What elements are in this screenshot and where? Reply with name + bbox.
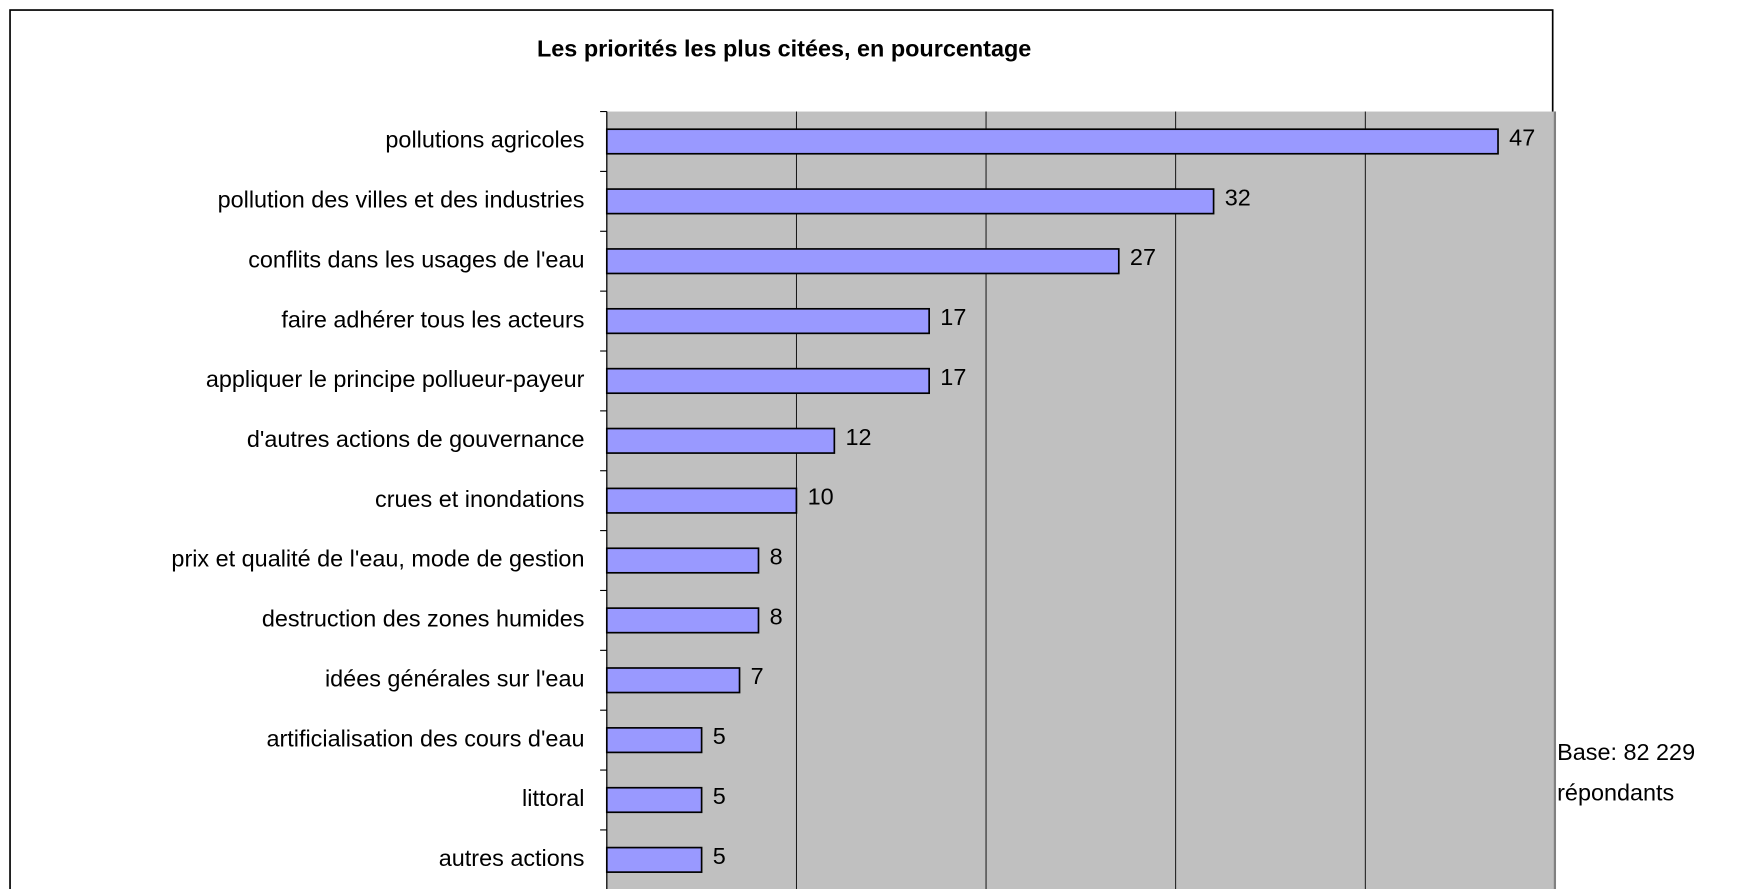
bar [605,307,930,335]
data-label: 27 [1130,244,1156,270]
bar [605,667,741,694]
category-label: faire adhérer tous les acteurs [281,306,584,332]
chart-title: Les priorités les plus citées, en pource… [537,35,1031,61]
data-label: 8 [770,603,783,629]
data-label: 5 [713,843,726,869]
bar [605,607,760,634]
category-label: littoral [522,785,584,811]
bar [605,248,1120,275]
data-label: 32 [1225,184,1251,210]
category-label: d'autres actions de gouvernance [247,426,585,452]
category-label: idées générales sur l'eau [325,665,585,691]
bar [605,846,703,873]
category-label: pollutions agricoles [385,127,584,153]
bar [605,786,703,814]
bar [605,188,1215,215]
data-label: 17 [940,304,966,330]
data-label: 5 [713,783,726,809]
category-label: pollution des villes et des industries [218,187,585,213]
data-label: 47 [1509,124,1535,150]
bar [605,487,798,514]
data-label: 5 [713,723,726,749]
bar [605,547,760,574]
data-label: 17 [940,364,966,390]
category-label: prix et qualité de l'eau, mode de gestio… [171,546,584,572]
category-label: conflits dans les usages de l'eau [248,246,584,272]
category-label: destruction des zones humides [262,606,585,632]
category-label: artificialisation des cours d'eau [266,725,584,751]
data-label: 12 [845,424,871,450]
annotation: Base: 82 229 [1557,739,1695,765]
category-label: autres actions [439,845,585,871]
bar [605,427,836,454]
bar [605,128,1499,155]
category-label: appliquer le principe pollueur-payeur [206,366,585,392]
annotation: répondants [1557,779,1674,805]
bar [605,367,930,395]
category-label: crues et inondations [375,486,584,512]
data-label: 8 [770,543,783,569]
data-label: 7 [751,663,764,689]
data-label: 10 [808,484,834,510]
bar [605,727,703,754]
